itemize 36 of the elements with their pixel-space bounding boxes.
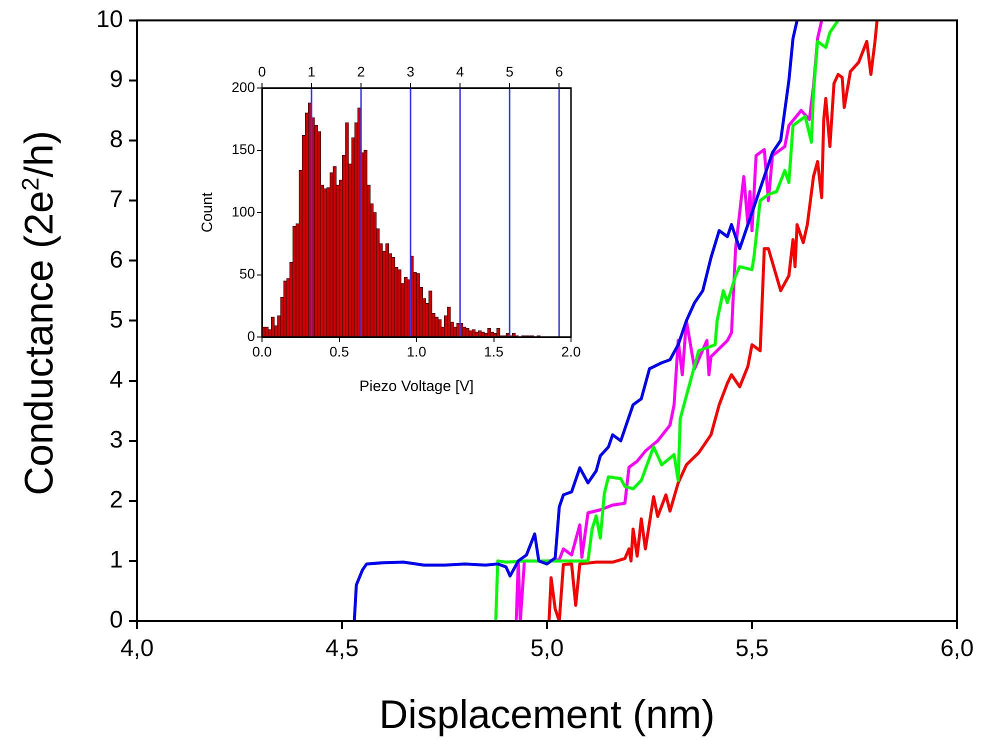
y-tick-label: 9 (110, 66, 123, 94)
y-tick-label: 4 (110, 366, 123, 394)
y-tick-label: 0 (247, 328, 256, 344)
y-tick-label: 0 (110, 606, 123, 634)
x-tick-label: 6,0 (940, 635, 974, 662)
y-tick-label: 6 (110, 246, 123, 274)
y-axis-title: Count (199, 192, 216, 233)
x-tick-label: 4,0 (120, 635, 154, 662)
y-tick-label: 2 (110, 486, 123, 514)
x2-tick-label: 5 (506, 63, 514, 80)
x-tick-label: 1.5 (484, 343, 504, 360)
x-axis-title: Displacement (nm) (379, 693, 715, 738)
x-tick-label: 1.0 (406, 343, 426, 360)
x-tick-label: 5,0 (530, 635, 564, 662)
y-tick-label: 7 (110, 186, 123, 214)
y-tick-label: 1 (110, 546, 123, 574)
x2-tick-label: 1 (308, 63, 316, 80)
y-tick-label: 100 (232, 203, 256, 220)
y-tick-label: 200 (232, 78, 256, 95)
y-tick-label: 150 (232, 141, 256, 158)
y-tick-label: 50 (239, 266, 256, 282)
x2-tick-label: 0 (258, 63, 266, 80)
x-tick-label: 2.0 (561, 343, 581, 360)
y-tick-label: 3 (110, 426, 123, 454)
x-tick-label: 4,5 (325, 635, 359, 662)
x-tick-label: 0.5 (330, 343, 350, 360)
y-tick-label: 5 (110, 306, 123, 334)
x2-tick-label: 2 (357, 63, 366, 80)
x2-tick-label: 4 (456, 63, 464, 80)
x-tick-label: 5,5 (735, 635, 769, 662)
x2-tick-label: 6 (555, 63, 564, 80)
x-axis-title: Piezo Voltage [V] (359, 378, 474, 396)
x2-tick-label: 3 (406, 63, 415, 80)
y-tick-label: 8 (110, 126, 123, 154)
y-tick-label: 10 (96, 6, 123, 34)
x-tick-label: 0.0 (252, 343, 272, 360)
